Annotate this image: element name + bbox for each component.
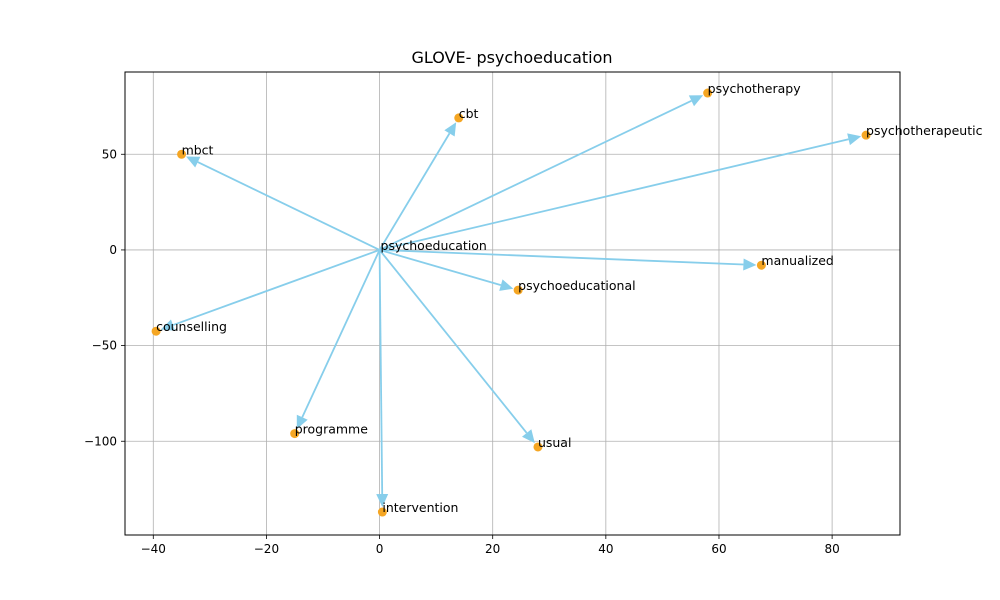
scatter-point <box>177 149 187 159</box>
points <box>151 88 871 517</box>
y-tick-label: 50 <box>102 147 117 161</box>
y-tick-label: −100 <box>84 434 117 448</box>
y-tick-label: 0 <box>109 243 117 257</box>
arrow-line <box>378 132 451 251</box>
point-labels: psychoeducation mbct cbt psychotherapy psych… <box>156 81 982 515</box>
point-label: intervention <box>382 500 458 515</box>
arrow-line <box>172 249 380 326</box>
arrow-head <box>296 414 308 430</box>
origin-label: psychoeducation <box>381 238 487 253</box>
point-label: cbt <box>459 106 479 121</box>
arrow-line <box>379 99 692 251</box>
chart-title: GLOVE- psychoeducation <box>411 48 612 67</box>
x-tick-label: 0 <box>376 542 384 556</box>
x-tick-label: −20 <box>254 542 279 556</box>
arrow-line <box>379 249 744 266</box>
arrow-line <box>378 249 528 434</box>
point-label: manualized <box>761 253 833 268</box>
scatter-point <box>533 442 543 452</box>
point-label: psychotherapeutic <box>866 123 983 138</box>
point-label: usual <box>538 435 572 450</box>
arrow-head <box>847 133 862 146</box>
point-label: programme <box>295 422 369 437</box>
x-tick-label: 20 <box>485 542 500 556</box>
arrow-line <box>378 249 384 495</box>
ticks: −40 −20 0 20 40 60 80 −100 −50 0 50 <box>84 147 840 556</box>
x-tick-label: −40 <box>141 542 166 556</box>
scatter-point <box>703 88 713 98</box>
scatter-point <box>756 260 766 270</box>
point-label: counselling <box>156 319 227 334</box>
scatter-point <box>377 507 387 517</box>
x-tick-label: 60 <box>711 542 726 556</box>
plot-frame <box>124 71 901 536</box>
x-tick-label: 80 <box>824 542 839 556</box>
scatter-point <box>513 285 523 295</box>
arrow-head <box>688 95 704 107</box>
point-label: psychoeducational <box>518 278 635 293</box>
scatter-point <box>151 326 161 336</box>
point-label: psychotherapy <box>708 81 802 96</box>
arrow-head <box>186 156 201 168</box>
arrow-head <box>522 429 535 444</box>
arrow-head <box>499 279 514 291</box>
arrow-line <box>197 161 380 251</box>
arrows <box>160 95 862 508</box>
arrow-head <box>444 122 457 137</box>
arrow-head <box>160 319 176 331</box>
scatter-point <box>290 429 300 439</box>
arrow-head <box>743 258 757 271</box>
scatter-point <box>861 130 871 140</box>
grid <box>125 72 900 535</box>
y-tick-label: −50 <box>92 339 117 353</box>
arrow-line <box>379 138 849 251</box>
arrow-line <box>301 249 381 418</box>
x-tick-label: 40 <box>598 542 613 556</box>
arrow-head <box>376 493 389 508</box>
arrow-line <box>379 249 502 286</box>
point-label: mbct <box>182 142 214 157</box>
scatter-point <box>454 113 464 123</box>
